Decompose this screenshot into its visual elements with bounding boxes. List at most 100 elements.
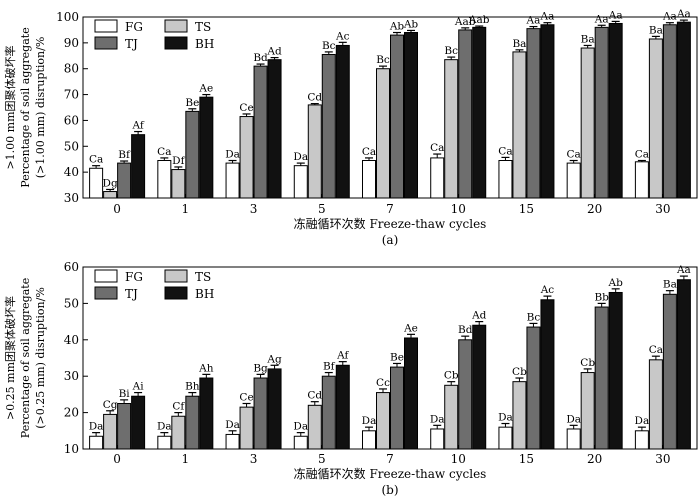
significance-label: Da bbox=[293, 421, 308, 433]
y-tick-label: 80 bbox=[64, 62, 79, 76]
bar-ts bbox=[376, 68, 390, 199]
y-axis-label-line: (>1.00 mm) disruption/% bbox=[34, 37, 47, 179]
y-tick-label: 30 bbox=[64, 191, 79, 205]
y-tick-label: 60 bbox=[64, 113, 79, 127]
bar-fg bbox=[566, 162, 581, 199]
bar-tj bbox=[321, 53, 336, 199]
bar-fg bbox=[430, 428, 445, 450]
significance-label: Af bbox=[131, 120, 144, 132]
bar-ts bbox=[307, 104, 322, 199]
bar-tj bbox=[321, 375, 336, 450]
bar-bh bbox=[131, 395, 146, 450]
bar-tj bbox=[662, 293, 677, 450]
significance-label: Ce bbox=[239, 102, 253, 114]
x-tick-label: 0 bbox=[113, 202, 121, 216]
y-tick-label: 10 bbox=[64, 442, 79, 456]
bar-fg bbox=[89, 435, 104, 450]
significance-label: Ce bbox=[239, 392, 253, 404]
significance-label: Ac bbox=[335, 30, 350, 42]
bar-fg bbox=[157, 435, 172, 450]
bar-ts bbox=[512, 381, 527, 450]
significance-label: Ca bbox=[567, 149, 581, 161]
bar-bh bbox=[608, 22, 623, 199]
x-tick-label: 20 bbox=[587, 202, 602, 216]
y-tick-label: 50 bbox=[64, 139, 79, 153]
significance-label: Bi bbox=[119, 388, 131, 400]
significance-label: Be bbox=[185, 97, 199, 109]
legend-label-ts: TS bbox=[195, 270, 211, 284]
y-tick-label: 70 bbox=[64, 88, 79, 102]
bar-tj bbox=[390, 34, 404, 199]
bar-fg bbox=[157, 160, 172, 199]
x-tick-label: 1 bbox=[182, 202, 190, 216]
bar-fg bbox=[89, 167, 104, 199]
bar-fg bbox=[634, 161, 649, 199]
bar-ts bbox=[171, 415, 186, 450]
significance-label: Da bbox=[89, 421, 104, 433]
y-axis-label-line: Percentage of soil aggregate bbox=[19, 278, 32, 438]
significance-label: Be bbox=[390, 351, 404, 363]
bar-bh bbox=[608, 291, 623, 450]
bar-bh bbox=[335, 44, 350, 199]
significance-label: Ca bbox=[498, 145, 512, 157]
bar-fg bbox=[225, 433, 240, 450]
legend-swatch-tj bbox=[94, 286, 118, 300]
bar-ts bbox=[648, 359, 663, 450]
significance-label: Aa bbox=[608, 9, 623, 21]
significance-label: Bb bbox=[594, 291, 609, 303]
significance-label: Bf bbox=[323, 361, 336, 373]
bar-tj bbox=[662, 24, 677, 199]
y-axis-label-line: >0.25 mm团聚体破坏率 bbox=[3, 296, 17, 420]
significance-label: Cf bbox=[172, 401, 185, 413]
significance-label: Bd bbox=[253, 52, 268, 64]
significance-label: Ae bbox=[403, 322, 418, 334]
bar-tj bbox=[117, 162, 132, 199]
bar-ts bbox=[103, 413, 118, 450]
y-tick-label: 30 bbox=[64, 369, 79, 383]
significance-label: Da bbox=[635, 415, 650, 427]
bar-fg bbox=[498, 426, 513, 450]
x-axis-label: 冻融循环次数 Freeze-thaw cycles bbox=[294, 466, 487, 481]
bar-bh bbox=[199, 96, 214, 199]
bar-bh bbox=[404, 32, 418, 199]
significance-label: Aa bbox=[676, 264, 691, 276]
x-tick-label: 1 bbox=[182, 452, 190, 466]
significance-label: Bc bbox=[527, 311, 541, 323]
significance-label: Df bbox=[172, 155, 185, 167]
significance-label: Aa bbox=[526, 15, 541, 27]
legend-swatch-bh bbox=[164, 286, 188, 300]
y-tick-label: 60 bbox=[64, 260, 79, 274]
legend-label-tj: TJ bbox=[125, 37, 138, 51]
significance-label: Bg bbox=[253, 362, 268, 374]
bar-bh bbox=[540, 299, 555, 450]
bar-bh bbox=[676, 21, 691, 199]
bar-ts bbox=[376, 392, 390, 450]
significance-label: Da bbox=[430, 413, 445, 425]
bar-fg bbox=[566, 428, 581, 450]
x-tick-label: 3 bbox=[250, 452, 258, 466]
legend-swatch-ts bbox=[164, 19, 188, 33]
y-axis-label-line: Percentage of soil aggregate bbox=[19, 27, 32, 187]
significance-label: Cc bbox=[376, 377, 390, 389]
y-tick-label: 20 bbox=[64, 406, 79, 420]
bar-tj bbox=[458, 339, 473, 450]
bar-bh bbox=[472, 26, 487, 199]
significance-label: Af bbox=[336, 350, 349, 362]
significance-label: Cb bbox=[580, 357, 595, 369]
bar-bh bbox=[540, 24, 555, 199]
significance-label: Bc bbox=[376, 54, 390, 66]
bar-tj bbox=[526, 28, 541, 199]
significance-label: Ca bbox=[649, 344, 663, 356]
bar-fg bbox=[634, 430, 649, 450]
significance-label: Bh bbox=[185, 381, 200, 393]
significance-label: Ag bbox=[266, 353, 282, 365]
bar-fg bbox=[362, 160, 376, 199]
significance-label: Ab bbox=[389, 21, 405, 33]
bar-fg bbox=[430, 157, 445, 199]
bar-ts bbox=[444, 384, 459, 450]
x-tick-label: 7 bbox=[386, 202, 394, 216]
significance-label: Da bbox=[225, 149, 240, 161]
